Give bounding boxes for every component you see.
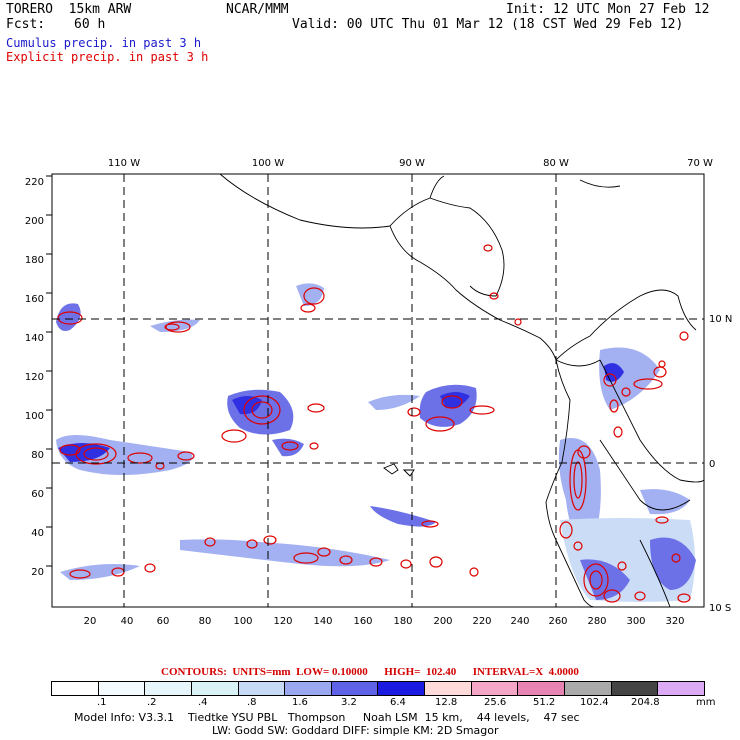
legend-swatch [237, 682, 285, 695]
cumulus-legend-line: Cumulus precip. in past 3 h [6, 36, 202, 50]
y-tick: 100 [25, 411, 44, 422]
latitude-labels: 10 N 0 10 S [709, 314, 732, 614]
legend-swatch [610, 682, 658, 695]
legend-swatch [377, 682, 425, 695]
legend-label: 25.6 [484, 697, 507, 708]
longitude-label: 80 W [543, 158, 569, 169]
longitude-label: 70 W [687, 158, 713, 169]
latitude-label: 0 [709, 459, 715, 470]
x-tick: 40 [121, 616, 134, 627]
x-tick: 20 [84, 616, 97, 627]
y-tick: 220 [25, 177, 44, 188]
x-tick: 160 [353, 616, 372, 627]
legend-label: .4 [198, 697, 208, 708]
legend-label: .1 [97, 697, 107, 708]
x-tick: 120 [273, 616, 292, 627]
legend-swatch [564, 682, 611, 695]
legend-swatch [424, 682, 471, 695]
legend-label: 6.4 [390, 697, 406, 708]
valid-time: Valid: 00 UTC Thu 01 Mar 12 (18 CST Wed … [292, 17, 684, 32]
legend-label: .8 [247, 697, 257, 708]
x-tick: 180 [393, 616, 412, 627]
legend-swatch [97, 682, 145, 695]
y-tick-labels: 220 200 180 160 140 120 100 80 60 40 20 [25, 177, 44, 578]
legend-swatch [144, 682, 191, 695]
x-tick: 100 [233, 616, 252, 627]
x-tick: 260 [548, 616, 567, 627]
contours-info: CONTOURS: UNITS=mm LOW= 0.10000 HIGH= 10… [161, 666, 579, 678]
legend-swatch [284, 682, 331, 695]
legend-swatch [190, 682, 238, 695]
x-tick: 300 [626, 616, 645, 627]
legend-label: 12.8 [435, 697, 458, 708]
legend-label: 3.2 [341, 697, 357, 708]
physics-info: LW: Godd SW: Goddard DIFF: simple KM: 2D… [212, 724, 499, 737]
x-tick: 80 [199, 616, 212, 627]
forecast-label: Fcst: [6, 17, 46, 32]
coastlines [219, 173, 705, 608]
latitude-label: 10 S [709, 603, 731, 614]
x-tick: 280 [587, 616, 606, 627]
y-tick: 200 [25, 216, 44, 227]
x-tick: 240 [510, 616, 529, 627]
legend-swatch [517, 682, 565, 695]
legend-label: 102.4 [580, 697, 609, 708]
explicit-legend-line: Explicit precip. in past 3 h [6, 50, 209, 64]
longitude-label: 100 W [252, 158, 284, 169]
legend-swatch [657, 682, 704, 695]
y-tick: 40 [31, 528, 44, 539]
y-tick: 140 [25, 333, 44, 344]
legend-swatch [52, 682, 98, 695]
latitude-label: 10 N [709, 314, 732, 325]
legend-swatch [330, 682, 378, 695]
init-time: Init: 12 UTC Mon 27 Feb 12 [506, 2, 710, 17]
legend-label: .2 [147, 697, 157, 708]
longitude-labels: 110 W 100 W 90 W 80 W 70 W [108, 158, 713, 169]
x-tick: 220 [472, 616, 491, 627]
graticule [52, 174, 704, 607]
legend-unit: mm [696, 697, 716, 708]
model-title: TORERO 15km ARW [6, 2, 132, 17]
y-tick: 80 [31, 450, 44, 461]
y-tick: 180 [25, 255, 44, 266]
legend-label: 1.6 [292, 697, 308, 708]
legend-label: 204.8 [631, 697, 660, 708]
forecast-hours: 60 h [74, 17, 106, 32]
x-tick: 60 [157, 616, 170, 627]
y-tick: 20 [31, 567, 44, 578]
longitude-label: 90 W [399, 158, 425, 169]
org-label: NCAR/MMM [226, 2, 289, 17]
explicit-precip-contours [57, 244, 691, 603]
x-tick: 200 [433, 616, 452, 627]
tick-marks [46, 175, 52, 567]
y-tick: 120 [25, 372, 44, 383]
y-tick: 160 [25, 294, 44, 305]
color-legend-bar [51, 681, 705, 696]
model-info: Model Info: V3.3.1 Tiedtke YSU PBL Thomp… [74, 711, 580, 724]
x-tick: 320 [665, 616, 684, 627]
x-tick-labels: 20 40 60 80 100 120 140 160 180 200 220 … [84, 616, 685, 627]
y-tick: 60 [31, 489, 44, 500]
legend-swatch [470, 682, 518, 695]
x-tick: 140 [313, 616, 332, 627]
legend-label: 51.2 [533, 697, 556, 708]
longitude-label: 110 W [108, 158, 140, 169]
